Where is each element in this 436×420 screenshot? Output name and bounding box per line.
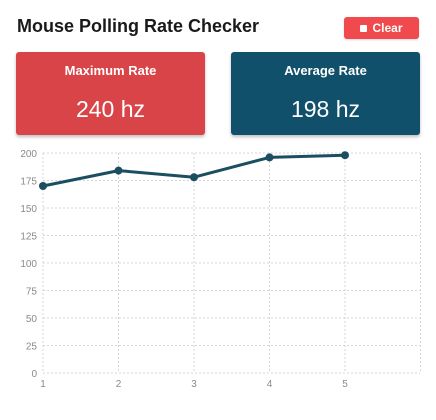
stop-icon xyxy=(360,24,368,32)
y-tick-label: 75 xyxy=(26,287,38,298)
data-point xyxy=(341,151,349,160)
y-tick-label: 200 xyxy=(20,149,37,160)
data-point xyxy=(39,182,47,190)
page-title: Mouse Polling Rate Checker xyxy=(17,16,260,36)
x-tick-label: 2 xyxy=(116,379,122,390)
chart-svg: 0 25 50 75 100 125 150 175 200 1 2 3 4 5 xyxy=(20,149,421,390)
y-tick-label: 100 xyxy=(20,259,37,270)
x-tick-label: 3 xyxy=(191,379,197,390)
maximum-rate-card: Maximum Rate 240 hz xyxy=(16,52,205,135)
y-tick-label: 50 xyxy=(26,314,38,325)
polling-rate-chart: 0 25 50 75 100 125 150 175 200 1 2 3 4 5 xyxy=(0,140,436,420)
maximum-rate-value: 240 hz xyxy=(75,96,146,122)
clear-button[interactable]: Clear xyxy=(344,17,419,39)
x-tick-label: 5 xyxy=(342,379,348,390)
data-point xyxy=(265,153,274,162)
y-tick-label: 175 xyxy=(20,177,37,188)
data-point xyxy=(190,173,198,182)
y-tick-label: 0 xyxy=(31,369,37,380)
x-tick-label: 4 xyxy=(267,379,273,390)
header: Mouse Polling Rate Checker Clear xyxy=(0,0,436,52)
data-point xyxy=(114,166,123,175)
average-rate-value: 198 hz xyxy=(290,96,361,122)
average-rate-card: Average Rate 198 hz xyxy=(231,52,420,135)
y-tick-label: 150 xyxy=(20,204,37,215)
clear-button-label: Clear xyxy=(372,21,403,35)
average-rate-label: Average Rate xyxy=(284,63,367,78)
y-tick-label: 125 xyxy=(20,232,37,243)
x-tick-label: 1 xyxy=(40,379,46,390)
y-tick-label: 25 xyxy=(26,342,38,353)
maximum-rate-label: Maximum Rate xyxy=(64,63,157,78)
